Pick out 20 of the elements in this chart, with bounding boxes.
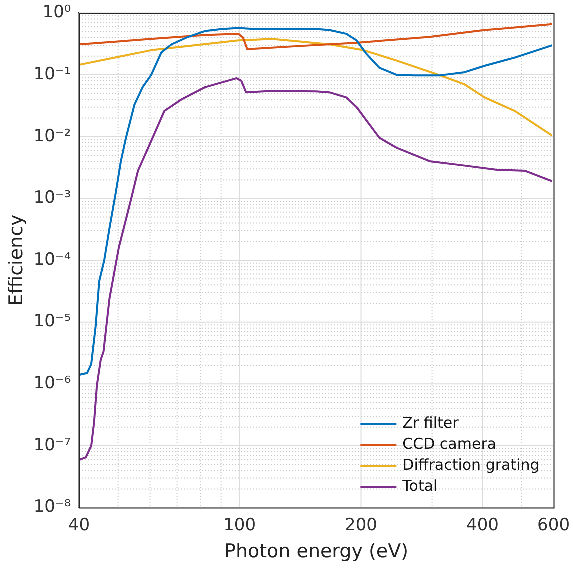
y-tick-label: 10⁻¹	[34, 64, 72, 84]
x-tick-label: 400	[466, 515, 499, 536]
x-tick-label: 100	[224, 515, 256, 536]
legend-label: Total	[402, 477, 438, 496]
legend-label: CCD camera	[402, 435, 497, 454]
y-axis-title: Efficiency	[5, 214, 28, 306]
y-tick-label: 10⁻²	[34, 126, 72, 146]
x-tick-label: 600	[538, 515, 570, 536]
y-tick-label: 10⁻⁶	[34, 374, 72, 394]
y-tick-label: 10⁻⁵	[34, 312, 72, 332]
x-tick-label: 200	[345, 515, 378, 536]
y-tick-label: 10⁻⁷	[34, 435, 72, 456]
y-tick-label: 10⁻³	[34, 188, 72, 208]
y-tick-label: 10⁻⁸	[34, 497, 72, 518]
legend-label: Zr filter	[402, 414, 460, 432]
x-tick-label: 40	[68, 515, 90, 536]
y-tick-label: 10⁻⁴	[34, 250, 72, 270]
x-axis-title: Photon energy (eV)	[224, 540, 409, 563]
y-tick-label: 10⁰	[42, 2, 72, 23]
legend-label: Diffraction grating	[402, 456, 540, 474]
